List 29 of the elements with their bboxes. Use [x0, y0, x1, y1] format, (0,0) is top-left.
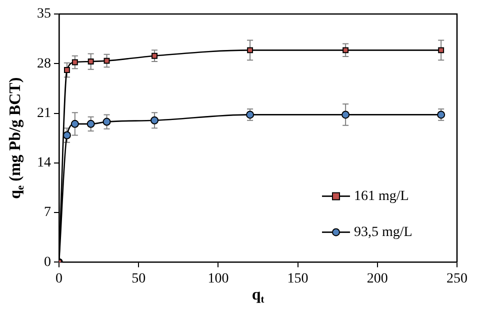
- point: [86, 120, 95, 128]
- y-tick-label: 28: [37, 56, 51, 72]
- point: [438, 47, 444, 54]
- y-tick-label: 21: [37, 106, 51, 121]
- point: [342, 47, 349, 54]
- y-tick-label: 7: [44, 205, 51, 220]
- y-tick-label: 0: [44, 254, 51, 270]
- y-axis-title: qe (mg Pb/g BCT): [7, 77, 26, 199]
- point: [72, 59, 78, 66]
- x-tick-label: 100: [208, 271, 229, 286]
- point: [64, 67, 70, 73]
- x-tick-label: 200: [366, 271, 388, 286]
- point: [342, 110, 350, 119]
- point: [150, 116, 159, 124]
- point: [62, 131, 71, 140]
- y-tick-label: 14: [37, 156, 51, 171]
- point: [70, 120, 79, 128]
- point: [102, 118, 111, 126]
- point: [104, 58, 110, 64]
- x-tick-label: 150: [287, 271, 308, 286]
- x-tick-label: 0: [56, 271, 62, 286]
- legend-label: 161 mg/L: [354, 188, 409, 204]
- point: [152, 52, 158, 59]
- x-tick-label: 250: [446, 271, 468, 286]
- legend-label: 93,5 mg/L: [354, 224, 412, 240]
- x-tick-label: 50: [132, 271, 146, 286]
- y-tick-label: 35: [37, 6, 51, 22]
- point: [88, 58, 94, 64]
- point: [247, 47, 254, 54]
